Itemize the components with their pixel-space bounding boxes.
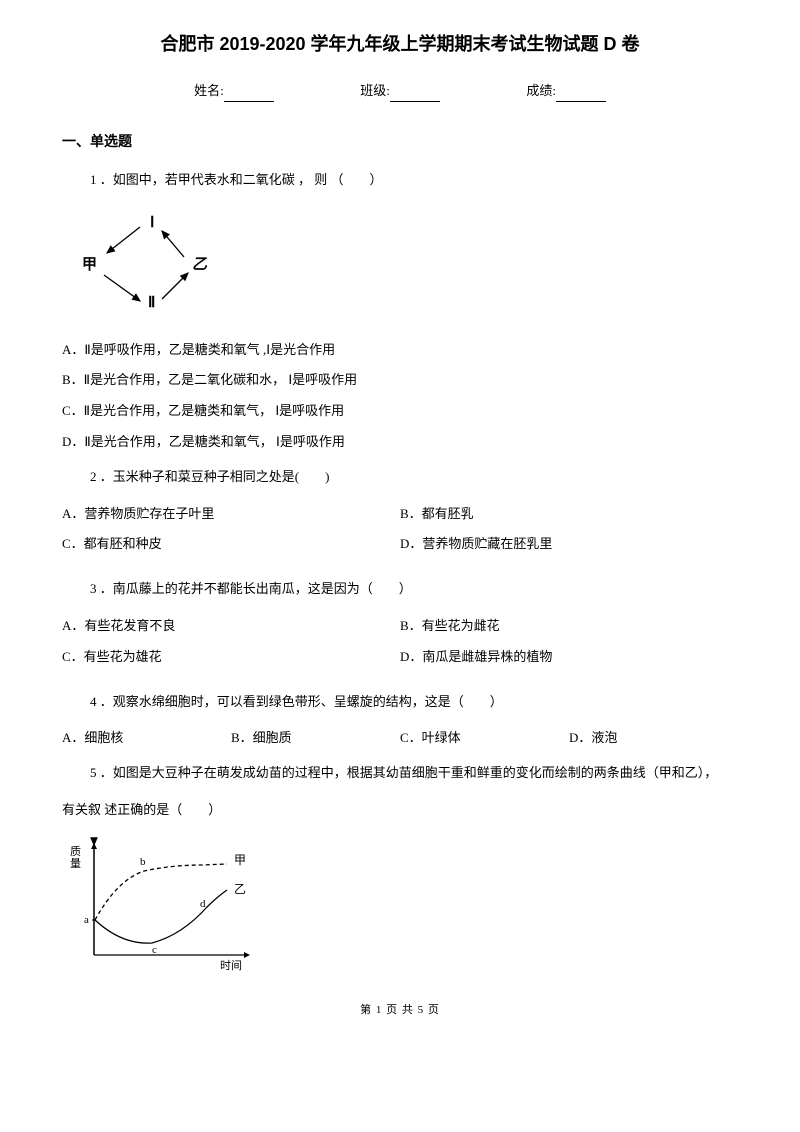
question-3-text: 3 ．南瓜藤上的花并不都能长出南瓜，这是因为（ ） xyxy=(90,579,738,600)
name-blank xyxy=(224,88,274,102)
question-5-text-2: 有关叙 述正确的是（ ） xyxy=(62,800,738,821)
q1-opt-d: D．Ⅱ是光合作用，乙是糖类和氧气， Ⅰ是呼吸作用 xyxy=(62,432,738,453)
point-c: c xyxy=(152,944,157,956)
q4-opt-b: B．细胞质 xyxy=(231,728,400,749)
q3-opt-b: B．有些花为雌花 xyxy=(400,616,738,637)
question-1-text: 1 ．如图中，若甲代表水和二氧化碳 ， 则 （ ） xyxy=(90,170,738,191)
question-3: 3 ．南瓜藤上的花并不都能长出南瓜，这是因为（ ） xyxy=(62,579,738,600)
question-5-text-1: 5 ．如图是大豆种子在萌发成幼苗的过程中，根据其幼苗细胞干重和鲜重的变化而绘制的… xyxy=(90,763,738,784)
chart-x-label: 时间 xyxy=(220,959,242,972)
q4-opt-d: D．液泡 xyxy=(569,728,738,749)
class-blank xyxy=(390,88,440,102)
section-heading: 一、单选题 xyxy=(62,130,738,152)
q1-opt-a: A．Ⅱ是呼吸作用，乙是糖类和氧气 ,Ⅰ是光合作用 xyxy=(62,340,738,361)
q4-options: A．细胞核 B．细胞质 C．叶绿体 D．液泡 xyxy=(62,728,738,749)
chart-y-label: 质量 xyxy=(70,845,81,870)
q4-opt-c: C．叶绿体 xyxy=(400,728,569,749)
question-2-text: 2 ．玉米种子和菜豆种子相同之处是( ) xyxy=(90,467,738,488)
score-blank xyxy=(556,88,606,102)
node-left: 甲 xyxy=(82,256,97,273)
point-d: d xyxy=(200,898,206,910)
node-right: 乙 xyxy=(192,257,208,273)
class-label: 班级: xyxy=(360,81,390,102)
question-4: 4 ．观察水绵细胞时，可以看到绿色带形、呈螺旋的结构，这是（ ） xyxy=(62,692,738,713)
q1-diagram: Ⅰ 甲 乙 Ⅱ xyxy=(62,207,738,324)
student-info-row: 姓名: 班级: 成绩: xyxy=(62,81,738,102)
q3-opt-d: D．南瓜是雌雄异株的植物 xyxy=(400,647,738,668)
q1-options: A．Ⅱ是呼吸作用，乙是糖类和氧气 ,Ⅰ是光合作用 B．Ⅱ是光合作用，乙是二氧化碳… xyxy=(62,340,738,453)
question-1: 1 ．如图中，若甲代表水和二氧化碳 ， 则 （ ） xyxy=(62,170,738,191)
name-label: 姓名: xyxy=(194,81,224,102)
point-b: b xyxy=(140,856,146,868)
q1-opt-b: B．Ⅱ是光合作用，乙是二氧化碳和水， Ⅰ是呼吸作用 xyxy=(62,370,738,391)
question-5: 5 ．如图是大豆种子在萌发成幼苗的过程中，根据其幼苗细胞干重和鲜重的变化而绘制的… xyxy=(62,763,738,784)
q2-opt-a: A．营养物质贮存在子叶里 xyxy=(62,504,400,525)
curve-jia xyxy=(95,864,227,920)
question-2: 2 ．玉米种子和菜豆种子相同之处是( ) xyxy=(62,467,738,488)
series2-label: 乙 xyxy=(234,882,246,896)
node-bottom: Ⅱ xyxy=(148,295,155,311)
q3-opt-c: C．有些花为雄花 xyxy=(62,647,400,668)
q5-chart: 质量 时间 甲 b 乙 a c d xyxy=(62,835,738,982)
q3-opt-a: A．有些花发育不良 xyxy=(62,616,400,637)
page-footer: 第 1 页 共 5 页 xyxy=(62,1002,738,1020)
q2-options: A．营养物质贮存在子叶里 B．都有胚乳 C．都有胚和种皮 D．营养物质贮藏在胚乳… xyxy=(62,504,738,566)
q1-opt-c: C．Ⅱ是光合作用，乙是糖类和氧气， Ⅰ是呼吸作用 xyxy=(62,401,738,422)
question-4-text: 4 ．观察水绵细胞时，可以看到绿色带形、呈螺旋的结构，这是（ ） xyxy=(90,692,738,713)
page-title: 合肥市 2019-2020 学年九年级上学期期末考试生物试题 D 卷 xyxy=(62,30,738,59)
q2-opt-c: C．都有胚和种皮 xyxy=(62,534,400,555)
q4-opt-a: A．细胞核 xyxy=(62,728,231,749)
series1-label: 甲 xyxy=(234,853,246,867)
node-top: Ⅰ xyxy=(150,215,154,231)
q2-opt-b: B．都有胚乳 xyxy=(400,504,738,525)
curve-yi xyxy=(95,890,227,943)
q2-opt-d: D．营养物质贮藏在胚乳里 xyxy=(400,534,738,555)
point-a: a xyxy=(84,914,89,926)
score-label: 成绩: xyxy=(526,81,556,102)
q3-options: A．有些花发育不良 B．有些花为雌花 C．有些花为雄花 D．南瓜是雌雄异株的植物 xyxy=(62,616,738,678)
